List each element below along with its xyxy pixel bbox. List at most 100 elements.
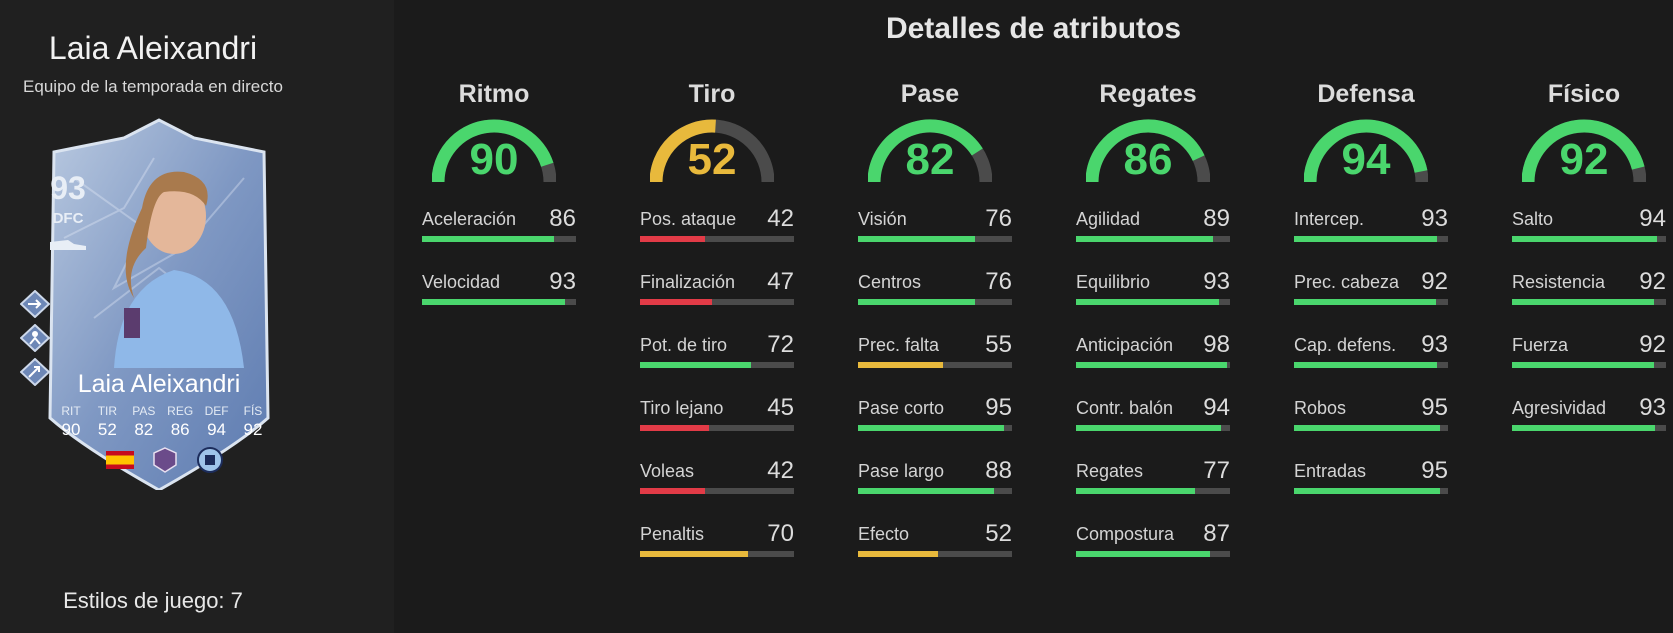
card-stat-2: PAS 82	[127, 404, 161, 440]
gauge-arc	[1522, 119, 1646, 183]
sub-attribute-label: Penaltis	[640, 524, 705, 544]
playstyle-pace-icon[interactable]	[20, 290, 50, 318]
category-4: Defensa 94 Intercep. 93 Prec. cabeza 92 Cap. d…	[1286, 80, 1448, 494]
sub-attribute-bar	[1076, 551, 1230, 557]
sub-attribute: Finalización 47	[640, 265, 794, 328]
gauge-arc	[1304, 119, 1428, 183]
attributes-title: Detalles de atributos	[885, 12, 1182, 45]
sub-attribute: Regates 77	[1076, 454, 1230, 517]
sub-attribute-bar	[858, 299, 1012, 305]
sub-attribute-value: 87	[1203, 520, 1230, 547]
sub-attribute-label: Anticipación	[1076, 335, 1174, 355]
category-name: Defensa	[1317, 80, 1415, 108]
sub-attribute-label: Salto	[1512, 209, 1554, 229]
category-name: Regates	[1099, 80, 1197, 108]
card-stat-label: DEF	[204, 404, 229, 418]
sub-attribute-bar	[422, 236, 576, 242]
player-name: Laia Aleixandri	[48, 30, 258, 66]
sub-attribute: Tiro lejano 45	[640, 391, 794, 454]
card-stat-label: RIT	[61, 404, 81, 418]
gauge-arc	[868, 119, 992, 183]
sub-attribute-bar-fill	[640, 362, 751, 368]
nation-flag-spain-icon	[106, 451, 134, 469]
sub-attribute-bar-fill	[1294, 362, 1438, 368]
sub-attribute-label: Velocidad	[422, 272, 501, 292]
sub-attribute-label: Entradas	[1294, 461, 1367, 481]
sub-attribute-bar	[858, 425, 1012, 431]
sub-attribute: Resistencia 92	[1512, 265, 1666, 328]
sub-attribute: Efecto 52	[858, 517, 1012, 580]
sub-attribute-bar-fill	[1294, 488, 1441, 494]
sub-attribute-value: 88	[985, 457, 1012, 484]
sub-attribute-bar-fill	[1294, 299, 1436, 305]
sub-attribute-bar-fill	[858, 362, 943, 368]
sub-attribute-bar	[858, 551, 1012, 557]
sub-attribute-value: 94	[1639, 205, 1666, 232]
sub-attribute: Entradas 95	[1294, 454, 1448, 517]
sub-attribute-label: Prec. cabeza	[1294, 272, 1400, 292]
sub-attribute: Agilidad 89	[1076, 202, 1230, 265]
sub-attribute-value: 93	[1421, 331, 1448, 358]
sub-attribute-value: 76	[985, 268, 1012, 295]
sub-attribute-value: 93	[549, 268, 576, 295]
category-value: 52	[687, 135, 737, 184]
sub-attribute-label: Regates	[1076, 461, 1144, 481]
sub-attribute: Anticipación 98	[1076, 328, 1230, 391]
sub-attribute-label: Agresividad	[1512, 398, 1607, 418]
player-card[interactable]: 93 DFC Laia Aleixandri RIT 90 TIR 52 PAS 82 RE…	[34, 118, 284, 490]
card-overall: 93	[50, 170, 86, 206]
player-panel: Laia Aleixandri Equipo de la temporada e…	[0, 0, 394, 633]
category-1: Tiro 52 Pos. ataque 42 Finalización 47 Pot. de…	[632, 80, 794, 557]
sub-attribute: Agresividad 93	[1512, 391, 1666, 454]
sub-attributes: Intercep. 93 Prec. cabeza 92 Cap. defens. 93 R…	[1294, 202, 1448, 517]
sub-attribute-label: Pos. ataque	[640, 209, 737, 229]
card-stat-value: 86	[170, 420, 190, 439]
sub-attribute: Salto 94	[1512, 202, 1666, 265]
sub-attribute-bar	[1294, 299, 1448, 305]
sub-attribute: Prec. cabeza 92	[1294, 265, 1448, 328]
card-stat-label: PAS	[132, 404, 156, 418]
sub-attribute-value: 86	[549, 205, 576, 232]
sub-attribute-bar	[1076, 362, 1230, 368]
category-3: Regates 86 Agilidad 89 Equilibrio 93 Anticipac…	[1068, 80, 1230, 557]
sub-attribute-bar	[858, 362, 1012, 368]
sub-attribute-bar	[1294, 488, 1448, 494]
sub-attribute-value: 47	[767, 268, 794, 295]
card-stat-1: TIR 52	[90, 404, 124, 440]
card-stat-label: FÍS	[243, 404, 263, 418]
card-stat-value: 92	[243, 420, 263, 439]
sub-attribute-label: Cap. defens.	[1294, 335, 1397, 355]
sub-attribute-bar-fill	[1076, 425, 1221, 431]
category-0: Ritmo 90 Aceleración 86 Velocidad 93	[414, 80, 576, 305]
sub-attribute-bar	[640, 362, 794, 368]
sub-attribute-value: 45	[767, 394, 794, 421]
playstyles-count: Estilos de juego: 7	[63, 588, 243, 613]
league-badge-icon	[153, 447, 177, 473]
playstyle-pass-icon[interactable]	[20, 358, 50, 386]
card-stat-value: 90	[61, 420, 81, 439]
sub-attributes: Agilidad 89 Equilibrio 93 Anticipación 98 Cont…	[1076, 202, 1230, 580]
sub-attribute-value: 93	[1421, 205, 1448, 232]
sub-attribute-value: 92	[1639, 268, 1666, 295]
sub-attribute-bar	[1294, 425, 1448, 431]
sub-attribute-bar-fill	[422, 299, 566, 305]
card-stat-value: 82	[134, 420, 154, 439]
sub-attribute-value: 70	[767, 520, 794, 547]
sub-attribute-bar	[1294, 362, 1448, 368]
sub-attribute-bar	[1512, 236, 1666, 242]
category-value: 92	[1559, 135, 1609, 184]
playstyle-block-icon[interactable]	[20, 324, 50, 352]
card-badges	[106, 446, 224, 474]
sub-attribute-label: Pot. de tiro	[640, 335, 728, 355]
sub-attribute-value: 42	[767, 205, 794, 232]
sub-attribute-label: Pase largo	[858, 461, 945, 481]
sub-attribute-bar	[858, 488, 1012, 494]
sub-attribute-bar-fill	[1076, 551, 1210, 557]
sub-attribute-bar-fill	[1076, 236, 1214, 242]
sub-attribute-label: Visión	[858, 209, 907, 229]
sub-attribute: Pase largo 88	[858, 454, 1012, 517]
category-value: 82	[905, 135, 955, 184]
sub-attribute-bar-fill	[640, 425, 710, 431]
sub-attribute-value: 89	[1203, 205, 1230, 232]
card-stat-0: RIT 90	[54, 404, 88, 440]
